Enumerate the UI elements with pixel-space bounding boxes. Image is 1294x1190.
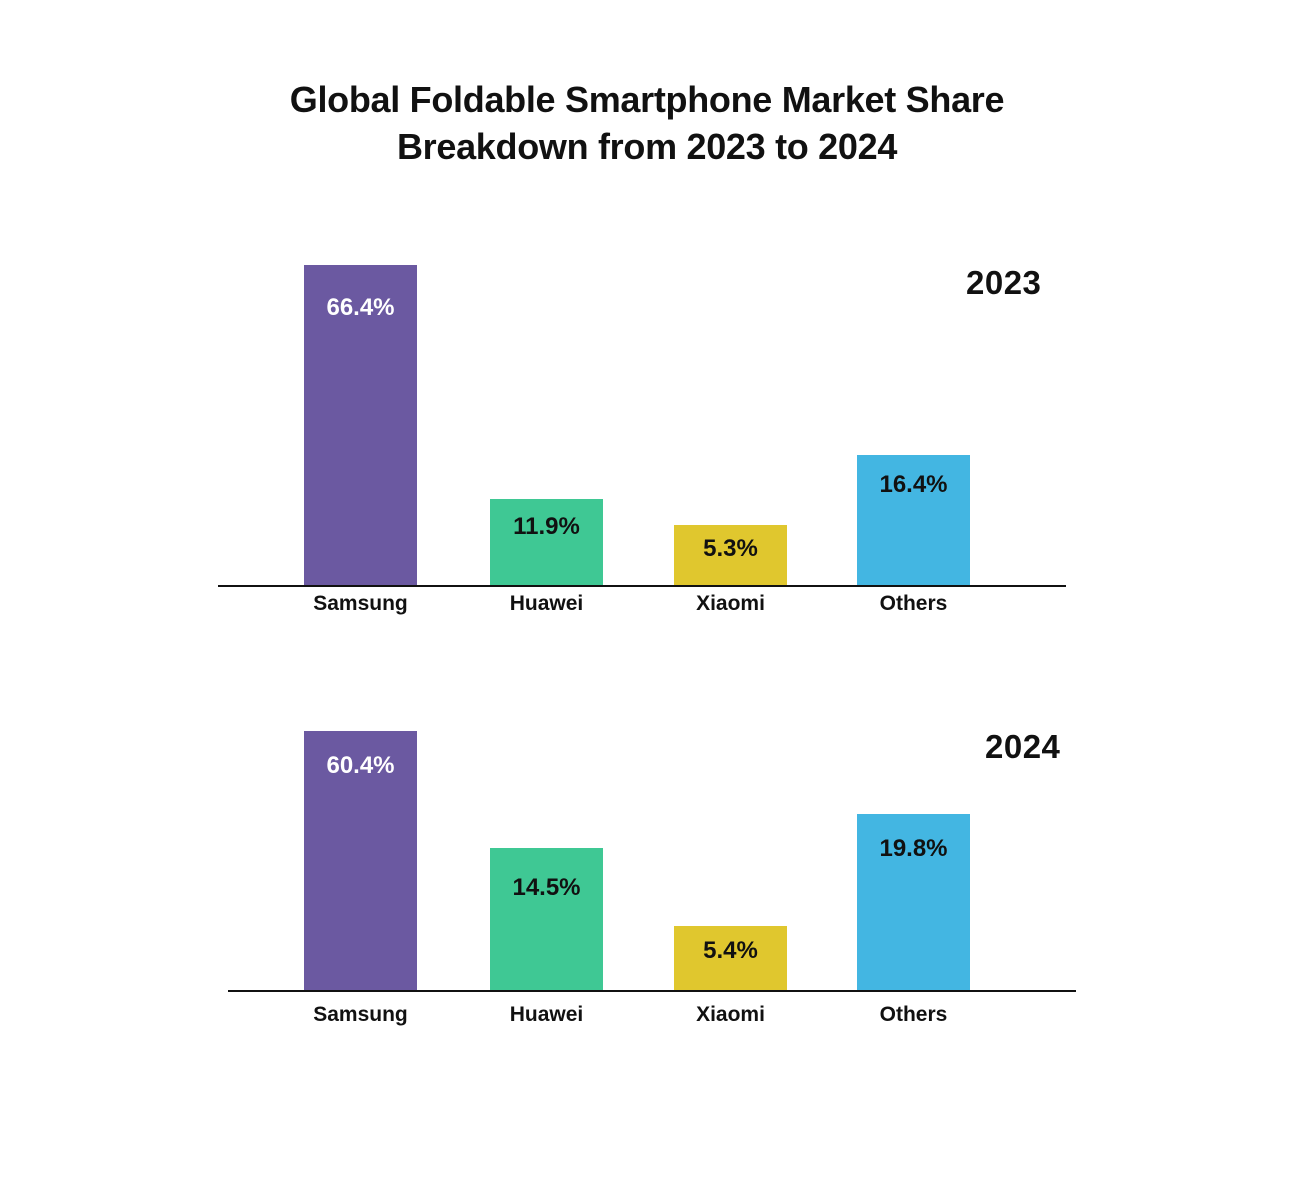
category-label-others: Others xyxy=(879,592,948,615)
x-axis-line xyxy=(228,990,1076,992)
category-label-huawei: Huawei xyxy=(509,1003,584,1026)
value-label-samsung: 66.4% xyxy=(326,294,395,321)
category-label-xiaomi: Xiaomi xyxy=(696,1003,765,1026)
x-axis-line xyxy=(218,585,1066,587)
chart-title-line1: Global Foldable Smartphone Market Share xyxy=(289,79,1005,120)
bar-huawei: 11.9% xyxy=(490,499,603,585)
chart-title-line2: Breakdown from 2023 to 2024 xyxy=(396,126,898,167)
value-label-huawei: 11.9% xyxy=(513,513,580,540)
bar-others: 16.4% xyxy=(857,455,970,585)
chart-title: Global Foldable Smartphone Market Share … xyxy=(0,76,1294,170)
value-label-xiaomi: 5.3% xyxy=(703,535,758,562)
bar-xiaomi: 5.4% xyxy=(674,926,787,990)
category-label-huawei: Huawei xyxy=(509,592,584,615)
value-label-huawei: 14.5% xyxy=(512,874,581,901)
category-label-others: Others xyxy=(879,1003,948,1026)
year-label-2023: 2023 xyxy=(966,264,1042,301)
value-label-others: 19.8% xyxy=(879,835,948,862)
bar-xiaomi: 5.3% xyxy=(674,525,787,585)
bar-huawei: 14.5% xyxy=(490,848,603,990)
category-label-xiaomi: Xiaomi xyxy=(696,592,765,615)
bar-others: 19.8% xyxy=(857,814,970,990)
value-label-others: 16.4% xyxy=(879,471,948,498)
year-label-2024: 2024 xyxy=(985,728,1061,765)
value-label-xiaomi: 5.4% xyxy=(703,937,758,964)
bar-samsung: 66.4% xyxy=(304,265,417,585)
category-label-samsung: Samsung xyxy=(313,1003,408,1026)
value-label-samsung: 60.4% xyxy=(326,752,395,779)
bar-samsung: 60.4% xyxy=(304,731,417,990)
category-label-samsung: Samsung xyxy=(313,592,408,615)
